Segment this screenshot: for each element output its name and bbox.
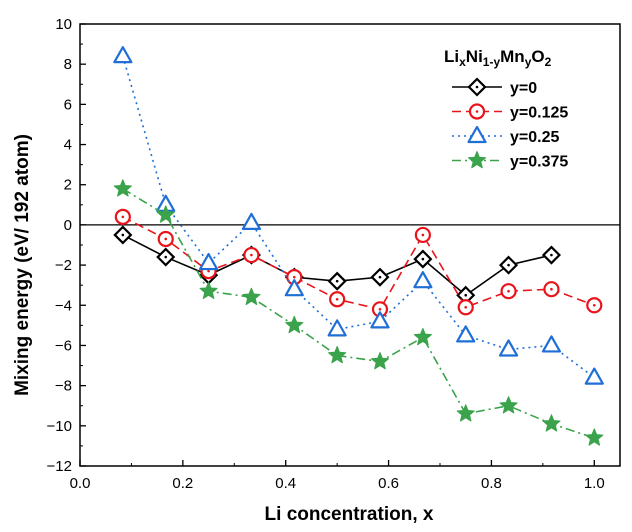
- data-point: [499, 396, 518, 414]
- data-point: [585, 428, 604, 446]
- data-point: [370, 311, 390, 329]
- x-tick-label: 0.4: [275, 475, 296, 492]
- data-point-center: [592, 303, 596, 307]
- data-point-center: [164, 255, 168, 259]
- data-point-center: [207, 269, 210, 273]
- data-point: [413, 271, 433, 289]
- legend-label: y=0: [510, 80, 537, 97]
- series-line: [122, 216, 595, 311]
- series-y=0.125: [114, 208, 603, 318]
- y-tick-label: 8: [64, 56, 72, 73]
- data-point-center: [507, 289, 510, 293]
- data-point: [328, 346, 347, 364]
- y-tick-label: −8: [55, 378, 72, 395]
- data-point: [198, 252, 219, 271]
- legend-label: y=0.25: [510, 129, 559, 146]
- plot-layer: 0.0 0.2 0.4 0.6 0.8 1.0 −12 −10 −8 −6 −4 −2 0 2 4 6 8 10 L…: [47, 16, 621, 492]
- data-point: [284, 279, 304, 297]
- data-point: [199, 281, 218, 299]
- y-tick-label: 0: [64, 217, 72, 234]
- series-y=0.25: [113, 46, 604, 385]
- data-point: [327, 319, 347, 337]
- legend-marker-center: [475, 85, 479, 89]
- legend: LixNi1-yMnyO2 y=0 y=0.125 y=0.25 y=0.375: [444, 47, 568, 171]
- data-point: [584, 367, 604, 385]
- x-tick-label: 1.0: [584, 475, 605, 492]
- legend-label: y=0.125: [510, 105, 568, 122]
- y-tick-label: −12: [47, 458, 72, 475]
- y-tick-label: −2: [55, 257, 72, 274]
- data-point: [113, 46, 133, 64]
- data-point-center: [250, 253, 253, 257]
- data-point: [456, 404, 475, 422]
- data-point-center: [507, 263, 510, 267]
- data-point: [241, 212, 262, 230]
- data-point-center: [293, 275, 296, 279]
- data-point-center: [121, 233, 125, 237]
- data-point: [542, 414, 561, 432]
- legend-marker-center: [475, 110, 479, 113]
- y-tick-label: −6: [55, 337, 72, 354]
- series-line: [122, 55, 595, 379]
- data-point-center: [550, 287, 553, 291]
- data-point-center: [464, 305, 468, 309]
- data-point-center: [164, 237, 168, 241]
- data-point: [541, 335, 562, 353]
- data-point: [242, 287, 261, 306]
- legend-marker: [467, 125, 487, 144]
- x-axis-title: Li concentration, x: [265, 504, 434, 525]
- y-axis-title: Mixing energy (eV/ 192 atom): [12, 134, 33, 396]
- data-point: [413, 327, 432, 346]
- y-tick-label: 6: [64, 96, 72, 113]
- data-point-center: [335, 279, 339, 283]
- legend-label: y=0.375: [510, 154, 568, 171]
- series-y=0.375: [113, 179, 604, 446]
- x-tick-label: 0.8: [481, 475, 502, 492]
- data-point: [156, 205, 175, 223]
- data-point-center: [335, 297, 339, 301]
- y-tick-label: 4: [64, 137, 72, 154]
- data-point-center: [121, 215, 125, 219]
- y-tick-label: −4: [55, 297, 72, 314]
- x-tick-label: 0.2: [172, 475, 193, 492]
- data-point: [498, 339, 519, 357]
- data-point-center: [421, 233, 425, 237]
- data-point-center: [421, 257, 425, 261]
- data-point-center: [378, 307, 382, 311]
- data-point-center: [464, 293, 468, 297]
- legend-title: LixNi1-yMnyO2: [444, 47, 552, 69]
- data-point: [285, 315, 304, 334]
- data-point: [113, 179, 132, 197]
- y-tick-label: −10: [47, 418, 72, 435]
- y-tick-label: 10: [55, 16, 72, 33]
- data-point-center: [550, 253, 553, 257]
- data-point: [370, 352, 390, 370]
- x-tick-label: 0.6: [378, 475, 399, 492]
- data-point: [456, 325, 476, 343]
- y-tick-label: 2: [64, 177, 72, 194]
- legend-marker: [467, 151, 487, 169]
- x-tick-label: 0.0: [70, 475, 91, 492]
- data-point-center: [378, 275, 382, 279]
- series-line: [122, 188, 595, 439]
